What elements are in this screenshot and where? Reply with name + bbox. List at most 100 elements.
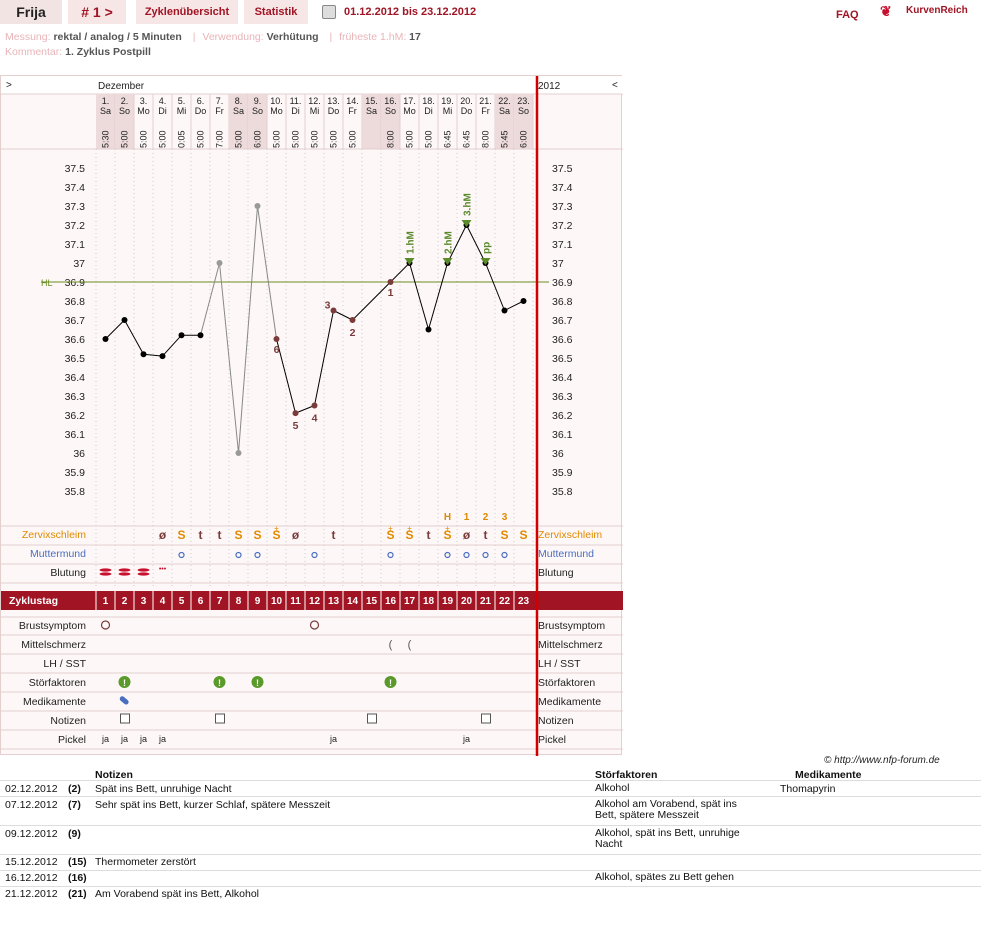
note-icon [367,713,377,724]
blutung-icon [137,572,150,576]
temp-point [121,317,128,323]
y-tick-right: 36.3 [552,391,573,403]
cycle-number-nav[interactable]: # 1 > [68,0,126,24]
zervix-plus: + [274,524,279,533]
temp-point [159,353,166,360]
disturbance-mark: ! [218,678,221,688]
table-cell-day: (21) [68,888,87,900]
muttermund-icon [501,551,508,559]
zervix-value: S [272,528,280,542]
cycle-chart: > Dezember 2012 <1. Sa 5:30 2. So 5:00 3. Mo 5:00 4.… [0,75,623,756]
pickel-value: ja [158,734,166,744]
cycle-day-number: 1 [103,596,109,607]
pickel-label-right: Pickel [538,734,566,746]
y-tick-right: 37 [552,258,564,270]
day-weekday: Do [461,106,473,116]
hm-triangle [461,220,472,227]
day-weekday: So [518,106,529,116]
y-tick-left: 36 [73,448,85,460]
temp-line [466,224,486,264]
hm-label: pp [482,242,493,254]
day-weekday: So [252,106,263,116]
day-weekday: Do [195,106,207,116]
tab-cycle-overview[interactable]: Zyklenübersicht [136,0,238,24]
table-cell-note: Sehr spät ins Bett, kurzer Schlaf, späte… [95,799,331,811]
tab-statistics[interactable]: Statistik [244,0,308,24]
cycle-name[interactable]: Frija [0,0,62,24]
weekend-shade [362,94,381,149]
temp-point [387,279,394,285]
hm-label: 1.hM [406,231,417,254]
day-date: 10. [270,96,283,106]
earliest-label: früheste 1.hM: [339,31,407,43]
table-cell-note: Thermometer zerstört [95,856,196,868]
day-weekday: Fr [215,106,224,116]
day-time: 6:00 [519,130,529,148]
disturbance-icon [384,676,397,688]
measure-label: Messung: [5,31,51,43]
stoer-label-left: Störfaktoren [29,677,86,689]
day-time: 8:00 [386,130,396,148]
table-cell-stoer: Alkohol, spät ins Bett, unruhige Nacht [595,827,740,850]
table-row-line [0,780,981,781]
day-date: 11. [290,96,302,106]
cycle-day-number: 22 [499,596,511,607]
next-arrow: < [612,80,618,91]
temp-line [314,310,334,406]
y-tick-left: 37.5 [65,163,86,175]
day-weekday: Mi [443,106,453,116]
temp-line [390,262,410,283]
temp-point [330,307,337,314]
hm-triangle [442,258,453,265]
faq-link[interactable]: FAQ [836,9,859,21]
temp-point [235,450,242,456]
day-date: 13. [327,96,340,106]
hm-label: 2.hM [444,231,455,254]
day-time: 5:00 [139,130,149,148]
comment-label: Kommentar: [5,46,63,58]
col-medi-header: Medikamente [795,769,862,781]
y-tick-left: 35.9 [65,467,86,479]
weekend-shade [248,94,267,149]
muttermund-icon [235,551,242,559]
day-time: 5:00 [424,130,434,148]
cycle-day-number: 2 [122,596,128,607]
month-label: Dezember [98,81,145,92]
comment-value: 1. Zyklus Postpill [65,46,151,58]
day-time: 5:00 [291,130,301,148]
print-icon[interactable] [322,5,336,19]
lh-label-right: LH / SST [538,658,581,670]
y-tick-left: 37.1 [65,239,86,251]
day-weekday: Mi [310,106,320,116]
zervix-value: S [253,528,261,542]
mittelschmerz-icon: ( [408,639,412,651]
day-time: 5:00 [348,130,358,148]
day-time: 6:45 [443,130,453,148]
day-time: 5:00 [120,130,130,148]
count-label: 3 [325,300,331,312]
temp-point [273,336,280,342]
y-tick-right: 36.6 [552,334,573,346]
y-tick-left: 36.4 [65,372,86,384]
day-time: 6:45 [462,130,472,148]
zervix-value: ø [159,528,167,542]
temp-line [238,205,258,454]
logo[interactable]: ❦ KurvenReich [880,3,980,21]
year-label: 2012 [538,81,561,92]
day-weekday: So [385,106,396,116]
blutung-icon [118,572,131,576]
peak-label: 3 [502,512,508,523]
hl-label: HL [41,278,53,288]
blutung-icon [118,568,131,572]
notizen-label-right: Notizen [538,715,574,727]
day-date: 3. [140,96,148,106]
cycle-day-label: Zyklustag [9,595,58,607]
day-date: 16. [384,96,397,106]
day-date: 4. [159,96,167,106]
credit-link[interactable]: © http://www.nfp-forum.de [824,755,940,766]
zervix-value: S [386,528,394,542]
disturbance-icon [251,676,264,688]
muttermund-icon [178,551,185,559]
brust-label-left: Brustsymptom [19,620,86,632]
hm-triangle [480,258,491,265]
